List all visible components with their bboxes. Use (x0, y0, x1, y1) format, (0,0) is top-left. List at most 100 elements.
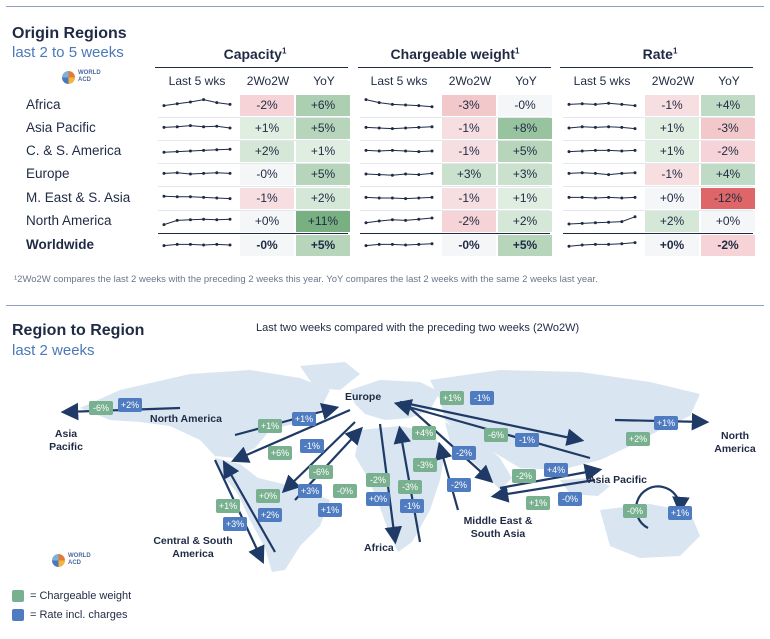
sparkline-point (390, 173, 394, 177)
rate-2wo2w-cell: -1% (645, 164, 699, 185)
sparkline-point (593, 242, 597, 246)
sparkline-point (202, 195, 206, 199)
sparkline-point (377, 242, 381, 246)
chargeable-weight-badge-napac-c: -6% (89, 401, 113, 415)
column-header: Last 5 wks (573, 74, 631, 88)
rate-2wo2w-cell: +0% (645, 188, 699, 209)
cap-2wo2w-cell: -0% (240, 164, 294, 185)
sparkline-point (390, 218, 394, 222)
sparkline-point (228, 102, 232, 106)
sparkline-path (365, 243, 433, 247)
cw-yoy-cell: -0% (498, 95, 552, 116)
trend-sparkline (567, 215, 637, 226)
sparkline-point (162, 150, 166, 154)
world-map (60, 362, 710, 572)
group-header-capacity: Capacity1 (223, 46, 287, 62)
column-header: YoY (313, 74, 335, 88)
region-label-europe: Europe (345, 391, 382, 403)
cap-2wo2w-cell: -1% (240, 188, 294, 209)
sparkline-path (163, 218, 231, 226)
sparkline-point (175, 218, 179, 222)
sparkline-point (377, 196, 381, 200)
sparkline-point (390, 196, 394, 200)
sparkline-point (228, 243, 232, 247)
trend-sparkline (567, 195, 637, 200)
sparkline-point (404, 243, 408, 247)
column-header: YoY (718, 74, 740, 88)
trend-sparkline (567, 148, 637, 154)
sparkline-point (580, 243, 584, 247)
sparkline-point (430, 242, 434, 246)
trend-sparkline (364, 195, 434, 201)
row-separator (360, 117, 550, 118)
sparkline-point (593, 221, 597, 225)
sparkline-point (364, 98, 368, 102)
sparkline-path (569, 196, 636, 199)
rate-badge-eu-na-r: +1% (292, 412, 316, 426)
rate-badge-apac-me-r: -0% (558, 492, 582, 506)
sparkline-point (364, 125, 368, 129)
sparkline-point (162, 194, 166, 198)
cap-yoy-cell: +2% (296, 188, 350, 209)
cw-2wo2w-cell: -2% (442, 211, 496, 232)
row-label: Africa (26, 97, 61, 112)
chargeable-weight-badge-na-eu-c: +6% (268, 446, 292, 460)
sparkline-point (188, 100, 192, 104)
rate-badge-eu-apac-r: -1% (470, 391, 494, 405)
sparkline-point (607, 220, 611, 224)
chargeable-weight-badge-eu-me-c: +4% (412, 426, 436, 440)
worldwide-divider (158, 233, 348, 234)
cap-yoy-cell: +5% (296, 118, 350, 139)
sparkline-point (228, 126, 232, 130)
sparkline-point (417, 217, 421, 221)
sparkline-point (430, 149, 434, 153)
chargeable-weight-badge-af-me-c: -3% (398, 480, 422, 494)
rate-2wo2w-cell: +1% (645, 118, 699, 139)
row-separator (563, 140, 753, 141)
trend-sparkline (364, 125, 434, 131)
cw-yoy-cell: +3% (498, 164, 552, 185)
chargeable-weight-badge-cs-eu-c: -6% (309, 465, 333, 479)
trend-sparkline (364, 98, 434, 109)
sparkline-point (417, 150, 421, 154)
sparkline-point (567, 126, 571, 130)
sparkline-path (365, 126, 433, 130)
row-separator (158, 210, 348, 211)
sparkline-point (580, 149, 584, 153)
sparkline-point (620, 125, 624, 129)
rate-badge-napac-r: +2% (118, 398, 142, 412)
rate-badge-na-cs-r: +3% (223, 517, 247, 531)
world-acd-logo: WORLD ACD (62, 70, 106, 84)
sparkline-path (568, 172, 636, 176)
sparkline-point (202, 217, 206, 221)
sparkline-point (364, 221, 368, 225)
sparkline-point (215, 124, 219, 128)
trend-sparkline (162, 124, 232, 130)
sparkline-point (215, 196, 219, 200)
sparkline-point (364, 148, 368, 152)
rate-2wo2w-cell: +0% (645, 235, 699, 256)
sparkline-point (162, 125, 166, 129)
trend-sparkline (364, 242, 434, 248)
region-title: Region to Region (12, 322, 145, 339)
sparkline-point (567, 195, 571, 199)
trend-sparkline (162, 98, 232, 108)
region-subtitle: last 2 weeks (12, 342, 95, 359)
cw-2wo2w-cell: -0% (442, 235, 496, 256)
rate-badge-eu-cs-r: +1% (318, 503, 342, 517)
rate-yoy-cell: -2% (701, 235, 755, 256)
top-divider (6, 6, 764, 7)
sparkline-point (202, 171, 206, 175)
sparkline-point (175, 125, 179, 129)
row-separator (563, 117, 753, 118)
row-label: Asia Pacific (26, 120, 96, 135)
rate-2wo2w-cell: +1% (645, 141, 699, 162)
trend-sparkline (162, 194, 232, 201)
sparkline-point (364, 244, 368, 248)
trend-sparkline (162, 217, 232, 227)
rate-yoy-cell: +0% (701, 211, 755, 232)
sparkline-point (377, 219, 381, 223)
sparkline-point (430, 125, 434, 129)
sparkline-point (567, 222, 571, 226)
sparkline-point (567, 102, 571, 106)
